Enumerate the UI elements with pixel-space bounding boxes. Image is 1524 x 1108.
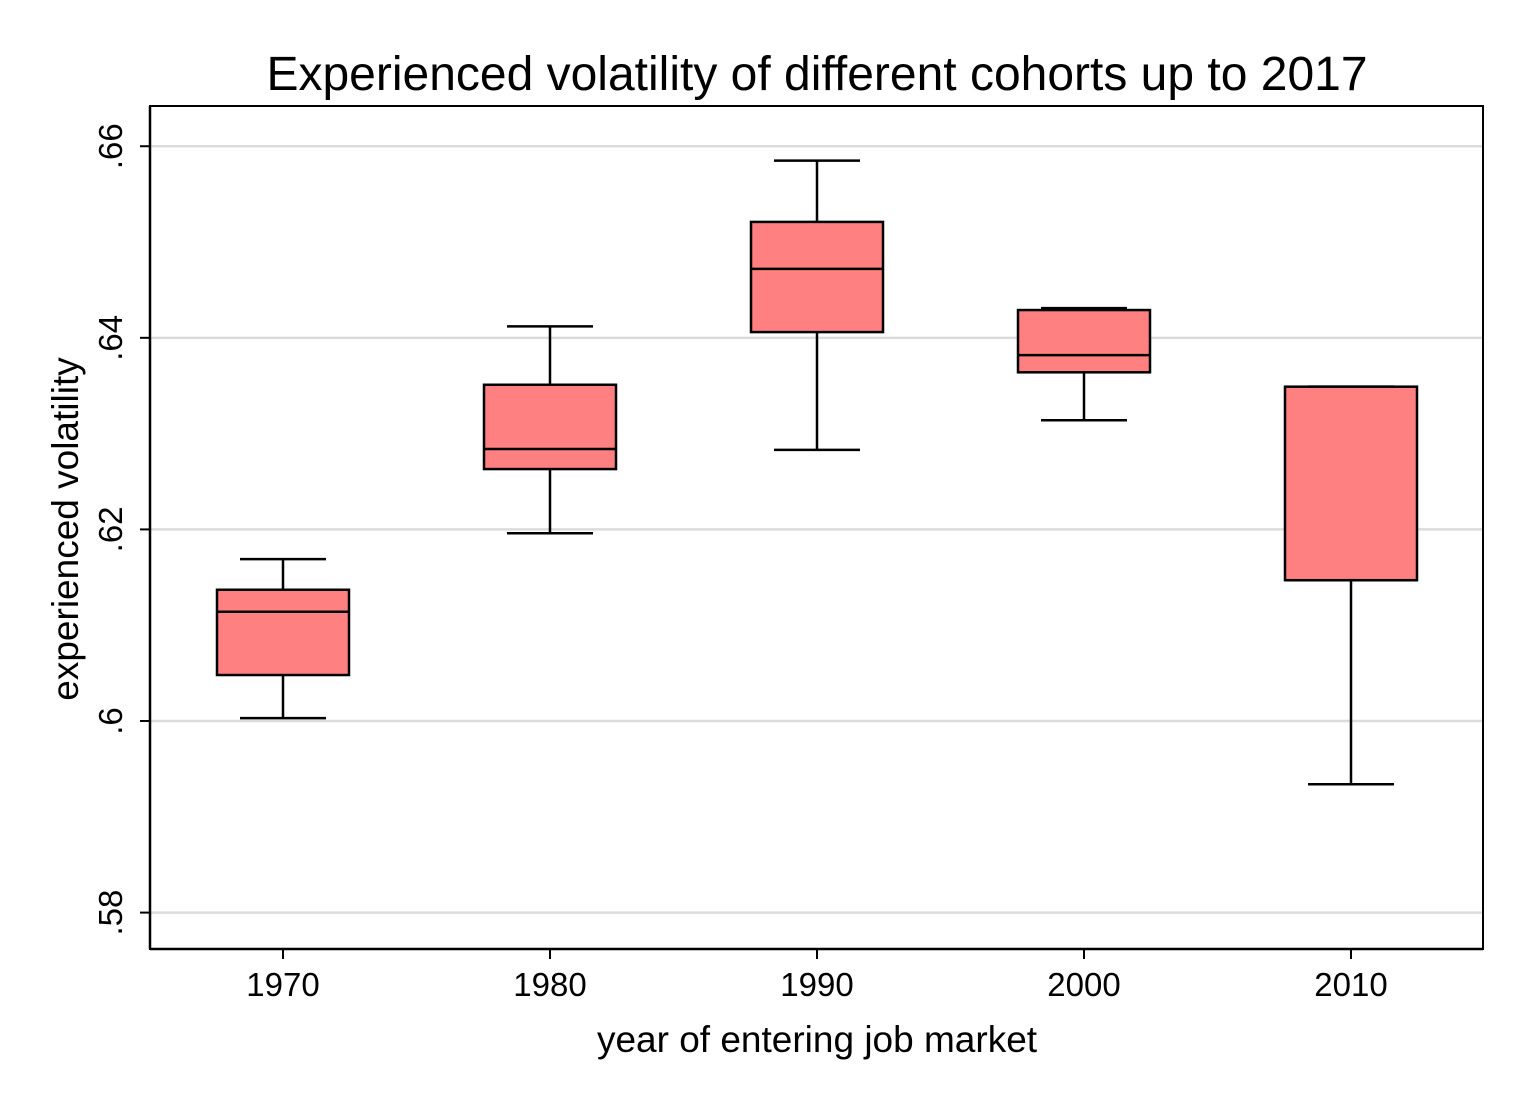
box-1980 [482,325,618,535]
box-1990 [749,159,885,452]
y-tick-label: .66 [92,123,129,169]
x-tick-label: 2000 [1047,966,1120,1003]
iqr-box [749,220,885,334]
y-tick-label: .64 [92,315,129,361]
box-2000 [1016,306,1152,422]
iqr-box [1283,385,1419,582]
x-tick-label: 1970 [246,966,319,1003]
box-2010 [1283,385,1419,786]
x-axis-label: year of entering job market [597,1019,1038,1060]
iqr-box [1016,308,1152,374]
y-tick-label: .62 [92,506,129,552]
box-1970 [215,557,351,720]
x-axis-ticks: 1970 1980 1990 2000 2010 [246,949,1388,1003]
x-tick-label: 1990 [780,966,853,1003]
y-axis-label: experienced volatility [45,357,86,701]
iqr-box [215,588,351,677]
box-series [215,159,1419,786]
grid-lines [150,144,1483,914]
y-tick-label: .6 [92,707,129,735]
y-tick-label: .58 [92,890,129,936]
x-tick-label: 1980 [513,966,586,1003]
iqr-box [482,383,618,471]
x-tick-label: 2010 [1314,966,1387,1003]
chart-title: Experienced volatility of different coho… [266,48,1367,101]
y-axis-ticks: .58 .6 .62 .64 .66 [92,123,150,936]
